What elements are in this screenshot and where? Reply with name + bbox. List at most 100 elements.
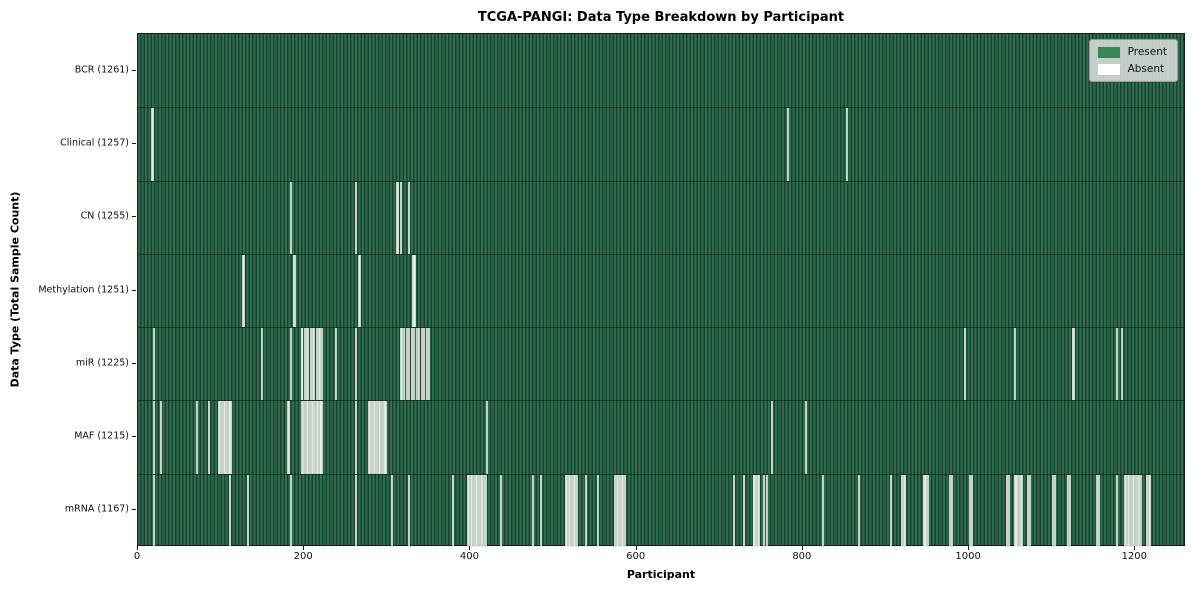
absent-stripe [765,474,768,547]
absent-stripe [367,401,370,474]
absent-swatch-icon [1097,63,1120,75]
absent-stripe [407,474,410,547]
absent-stripe [889,474,892,547]
absent-stripe [1072,328,1075,401]
absent-stripe [742,474,745,547]
absent-stripe [303,401,306,474]
absent-stripe [289,181,292,254]
y-tick-mark [132,363,136,364]
absent-stripe [1006,474,1009,547]
absent-stripe [1149,474,1152,547]
absent-stripe [300,401,303,474]
absent-stripe [476,474,479,547]
x-tick-mark [968,546,969,550]
absent-stripe [1068,474,1071,547]
absent-stripe [289,328,292,401]
x-tick-label-600: 600 [626,551,646,562]
absent-stripe [410,328,413,401]
absent-stripe [414,254,417,328]
absent-stripe [846,108,849,181]
absent-stripe [858,474,860,547]
legend-item-absent: Absent [1097,63,1167,75]
absent-stripe [152,328,155,401]
absent-stripe [620,474,623,547]
x-tick-label-200: 200 [293,551,313,562]
absent-stripe [413,328,416,401]
absent-stripe [225,401,228,474]
x-tick-mark [636,546,637,550]
absent-stripe [312,401,315,474]
absent-stripe [420,328,423,401]
absent-stripe [481,474,484,547]
absent-stripe [1135,474,1138,547]
absent-stripe [400,181,403,254]
x-tick-mark [802,546,803,550]
row-bcr [138,34,1184,107]
absent-stripe [478,474,481,547]
absent-stripe [1018,474,1021,547]
absent-stripe [377,401,380,474]
absent-stripe [821,474,824,547]
absent-stripe [1013,328,1016,401]
absent-stripe [567,474,570,547]
absent-stripe [415,328,418,401]
absent-stripe [1140,474,1143,547]
absent-stripe [230,401,233,474]
absent-stripe [288,401,291,474]
absent-stripe [732,474,735,547]
absent-stripe [321,401,324,474]
x-axis-label: Participant [626,568,696,581]
y-tick-label-cn: CN (1255) [80,210,129,222]
absent-stripe [770,401,773,474]
absent-stripe [756,474,759,547]
absent-stripe [585,474,588,547]
y-tick-label-mir: miR (1225) [75,357,129,369]
absent-stripe [532,474,534,547]
y-tick-label-bcr: BCR (1261) [74,64,129,76]
absent-stripe [1019,474,1022,547]
absent-stripe [1138,474,1141,547]
absent-stripe [619,474,622,547]
absent-stripe [355,474,358,547]
absent-stripe [468,474,471,547]
absent-stripe [222,401,225,474]
absent-stripe [307,401,310,474]
absent-stripe [575,474,578,547]
absent-stripe [624,474,627,547]
absent-stripe [355,181,358,254]
absent-stripe [315,401,318,474]
absent-stripe [469,474,472,547]
absent-stripe [786,108,789,181]
absent-stripe [403,328,406,401]
absent-stripe [923,474,926,547]
y-tick-label-methylation: Methylation (1251) [38,284,129,295]
absent-stripe [405,328,408,401]
absent-stripe [379,401,382,474]
absent-stripe [572,474,575,547]
absent-stripe [152,401,155,474]
absent-stripe [925,474,928,547]
y-tick-label-maf: MAF (1215) [74,430,129,442]
absent-stripe [305,401,308,474]
absent-stripe [423,328,426,401]
absent-stripe [753,474,756,547]
plot-area: Present Absent [137,33,1185,547]
x-tick-label-0: 0 [133,551,141,562]
row-clinical [138,107,1184,181]
absent-stripe [1052,474,1055,547]
absent-stripe [1053,474,1056,547]
absent-stripe [1115,328,1118,401]
absent-stripe [229,474,232,547]
absent-stripe [1145,474,1148,547]
absent-stripe [1147,474,1150,547]
absent-stripe [574,474,577,547]
absent-stripe [540,474,543,547]
absent-stripe [381,401,384,474]
absent-stripe [371,401,374,474]
x-tick-label-1200: 1200 [1121,551,1148,562]
absent-stripe [317,401,320,474]
absent-stripe [313,328,316,401]
absent-stripe [358,254,361,328]
absent-stripe [307,328,310,401]
